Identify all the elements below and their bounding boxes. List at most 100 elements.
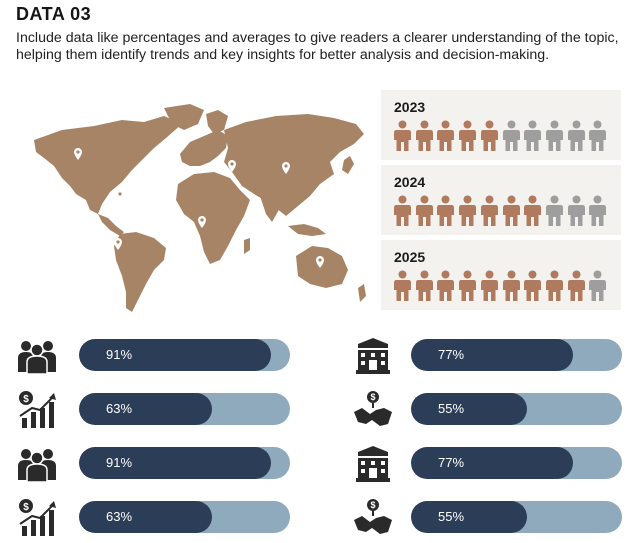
person-icon-inactive [588,270,607,302]
person-icon-active [436,195,455,227]
map-pin-icon [282,162,290,174]
year-panel-2023: 2023 [381,90,621,160]
europe-shape [180,130,228,166]
map-pin-dot [284,164,288,168]
person-icon-inactive [545,120,564,152]
person-icon-active [480,195,499,227]
people-row [393,270,613,302]
progress-bar: 63% [79,393,290,425]
finance-chart-icon: $ [16,390,58,430]
progress-fill [411,501,528,533]
progress-fill [411,447,574,479]
scandinavia-shape [206,110,228,134]
progress-label: 55% [438,401,465,416]
progress-bar: 77% [411,339,622,371]
person-icon-active [523,195,542,227]
person-icon-active [415,195,434,227]
greenland-shape [164,104,204,130]
svg-text:$: $ [370,392,375,402]
progress-fill [79,393,212,425]
map-pin-dot [200,218,204,222]
map-pin-dot [116,240,120,244]
central-america-shape [98,214,124,236]
progress-label: 91% [106,455,133,470]
progress-label: 77% [438,347,465,362]
people-row [393,120,613,152]
person-icon-active [480,120,499,152]
people-group-icon [16,444,58,484]
north-america-shape [34,116,182,214]
progress-label: 55% [438,509,465,524]
person-icon-active [567,270,586,302]
svg-text:$: $ [370,500,375,510]
svg-text:$: $ [23,502,29,513]
person-icon-active [393,270,412,302]
map-pin-dot [118,192,122,196]
building-icon [352,444,394,484]
person-icon-active [480,270,499,302]
india-shape [260,196,280,222]
progress-bar: 63% [79,501,290,533]
africa-shape [176,172,250,264]
progress-label: 91% [106,347,133,362]
map-pin-icon [316,256,324,268]
person-icon-active [436,270,455,302]
person-icon-active [415,270,434,302]
person-icon-active [393,195,412,227]
people-row [393,195,613,227]
progress-label: 63% [106,509,133,524]
progress-fill [411,393,528,425]
finance-chart-icon: $ [16,498,58,538]
year-label: 2025 [394,249,426,265]
map-pin-icon [74,148,82,160]
map-pin-dot [230,162,234,166]
person-icon-inactive [567,195,586,227]
progress-fill [411,339,574,371]
person-icon-inactive [567,120,586,152]
map-pin-dot [318,258,322,262]
person-icon-active [502,270,521,302]
building-icon [352,336,394,376]
person-icon-active [523,270,542,302]
person-icon-active [458,195,477,227]
person-icon-active [502,195,521,227]
person-icon-active [458,270,477,302]
person-icon-inactive [588,120,607,152]
map-pin-icon [114,238,122,250]
person-icon-inactive [523,120,542,152]
progress-bar: 91% [79,339,290,371]
year-label: 2023 [394,99,426,115]
south-america-shape [114,232,166,312]
year-label: 2024 [394,174,426,190]
progress-bar: 91% [79,447,290,479]
people-group-icon [16,336,58,376]
japan-shape [342,156,354,174]
year-panel-2025: 2025 [381,240,621,310]
progress-fill [79,501,212,533]
map-pin-icon [228,160,236,172]
page-description: Include data like percentages and averag… [16,30,619,63]
map-pin-icon [198,216,206,228]
progress-bar: 55% [411,501,622,533]
australia-shape [296,246,348,288]
year-panel-2024: 2024 [381,165,621,235]
person-icon-active [415,120,434,152]
world-map-icon [34,104,366,312]
person-icon-inactive [588,195,607,227]
page-title: DATA 03 [16,4,92,24]
map-pin-icon [116,190,124,202]
indonesia-shape [288,224,326,236]
progress-fill [79,447,271,479]
person-icon-active [393,120,412,152]
handshake-icon: $ [352,390,394,430]
svg-text:$: $ [23,394,29,405]
asia-shape [224,114,364,216]
person-icon-active [436,120,455,152]
madagascar-shape [244,238,250,254]
progress-bar: 55% [411,393,622,425]
person-icon-inactive [502,120,521,152]
progress-label: 63% [106,401,133,416]
progress-bar: 77% [411,447,622,479]
progress-label: 77% [438,455,465,470]
progress-fill [79,339,271,371]
